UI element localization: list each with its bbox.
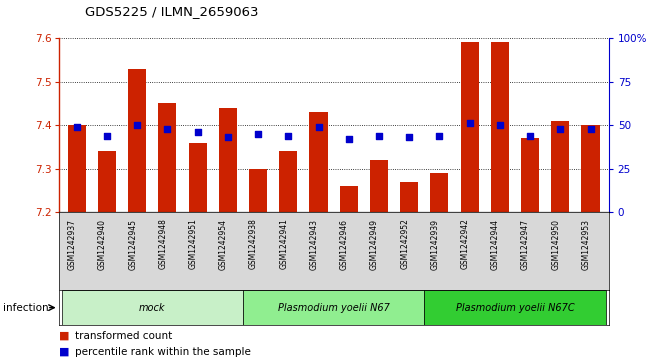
Text: Plasmodium yoelii N67: Plasmodium yoelii N67	[278, 303, 389, 313]
Bar	[551, 121, 570, 212]
Bar	[491, 42, 509, 212]
Bar	[243, 290, 424, 325]
Bar	[370, 160, 388, 212]
Text: GSM1242937: GSM1242937	[68, 219, 77, 270]
Text: GSM1242943: GSM1242943	[309, 219, 318, 270]
Text: GSM1242954: GSM1242954	[219, 219, 228, 270]
Point	[344, 136, 354, 142]
Text: ■: ■	[59, 331, 69, 341]
Text: GSM1242938: GSM1242938	[249, 219, 258, 269]
Text: GSM1242939: GSM1242939	[430, 219, 439, 270]
Point	[283, 133, 294, 139]
Text: GSM1242947: GSM1242947	[521, 219, 530, 270]
Point	[253, 131, 263, 137]
Bar	[521, 138, 539, 212]
Text: GSM1242940: GSM1242940	[98, 219, 107, 270]
Text: percentile rank within the sample: percentile rank within the sample	[75, 347, 251, 357]
Text: GSM1242950: GSM1242950	[551, 219, 561, 270]
Point	[464, 121, 475, 126]
Bar	[279, 151, 298, 212]
Text: GDS5225 / ILMN_2659063: GDS5225 / ILMN_2659063	[85, 5, 258, 19]
Point	[495, 122, 505, 128]
Bar	[430, 173, 449, 212]
Bar	[68, 125, 86, 212]
Point	[525, 133, 535, 139]
Bar	[158, 103, 176, 212]
Point	[313, 124, 324, 130]
Point	[223, 135, 233, 140]
Bar	[62, 290, 243, 325]
Bar	[340, 186, 358, 212]
Text: GSM1242944: GSM1242944	[491, 219, 500, 270]
Text: GSM1242945: GSM1242945	[128, 219, 137, 270]
Text: infection: infection	[3, 303, 49, 313]
Point	[162, 126, 173, 132]
Text: GSM1242948: GSM1242948	[158, 219, 167, 269]
Text: GSM1242946: GSM1242946	[340, 219, 349, 270]
Text: transformed count: transformed count	[75, 331, 172, 341]
Text: mock: mock	[139, 303, 165, 313]
Bar	[189, 143, 207, 212]
Point	[102, 133, 112, 139]
Bar	[128, 69, 146, 212]
Bar	[424, 290, 605, 325]
Point	[193, 129, 203, 135]
Text: ■: ■	[59, 347, 69, 357]
Text: GSM1242942: GSM1242942	[461, 219, 469, 269]
Point	[132, 122, 143, 128]
Text: Plasmodium yoelii N67C: Plasmodium yoelii N67C	[456, 303, 574, 313]
Bar	[400, 182, 418, 212]
Point	[404, 135, 415, 140]
Bar	[98, 151, 116, 212]
Point	[585, 126, 596, 132]
Bar	[309, 112, 327, 212]
Point	[434, 133, 445, 139]
Bar	[581, 125, 600, 212]
Point	[72, 124, 82, 130]
Bar	[219, 108, 237, 212]
Point	[374, 133, 384, 139]
Bar	[249, 169, 267, 212]
Text: GSM1242941: GSM1242941	[279, 219, 288, 269]
Point	[555, 126, 566, 132]
Bar	[461, 42, 478, 212]
Text: GSM1242952: GSM1242952	[400, 219, 409, 269]
Text: GSM1242949: GSM1242949	[370, 219, 379, 270]
Text: GSM1242953: GSM1242953	[581, 219, 590, 270]
Text: GSM1242951: GSM1242951	[189, 219, 198, 269]
